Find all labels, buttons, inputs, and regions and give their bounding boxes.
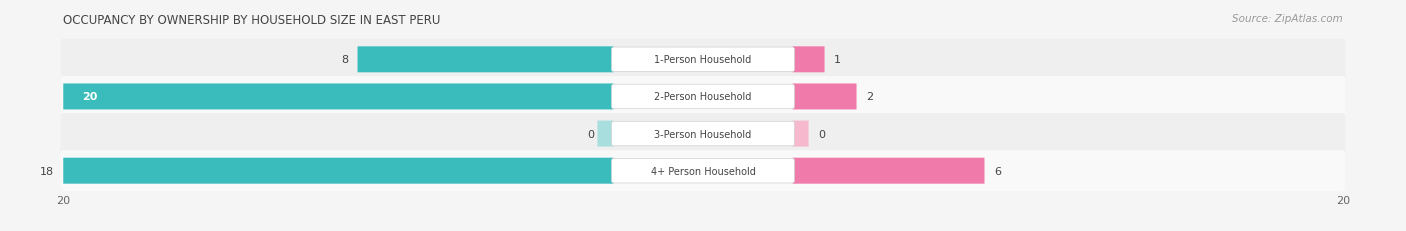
Text: 2-Person Household: 2-Person Household <box>654 92 752 102</box>
FancyBboxPatch shape <box>612 48 794 72</box>
FancyBboxPatch shape <box>60 151 1346 191</box>
Text: OCCUPANCY BY OWNERSHIP BY HOUSEHOLD SIZE IN EAST PERU: OCCUPANCY BY OWNERSHIP BY HOUSEHOLD SIZE… <box>63 14 440 27</box>
FancyBboxPatch shape <box>793 158 984 184</box>
Text: 6: 6 <box>994 166 1001 176</box>
FancyBboxPatch shape <box>357 47 613 73</box>
FancyBboxPatch shape <box>63 84 613 110</box>
Text: 0: 0 <box>818 129 825 139</box>
Text: 8: 8 <box>340 55 347 65</box>
FancyBboxPatch shape <box>60 77 1346 117</box>
Text: 1-Person Household: 1-Person Household <box>654 55 752 65</box>
FancyBboxPatch shape <box>612 85 794 109</box>
FancyBboxPatch shape <box>612 159 794 183</box>
FancyBboxPatch shape <box>598 121 613 147</box>
Text: 4+ Person Household: 4+ Person Household <box>651 166 755 176</box>
FancyBboxPatch shape <box>612 122 794 146</box>
Text: 20: 20 <box>1336 195 1350 205</box>
Text: 3-Person Household: 3-Person Household <box>654 129 752 139</box>
Text: 0: 0 <box>588 129 595 139</box>
Text: 18: 18 <box>39 166 53 176</box>
Text: 20: 20 <box>83 92 98 102</box>
FancyBboxPatch shape <box>793 47 824 73</box>
Text: 1: 1 <box>834 55 841 65</box>
Text: 20: 20 <box>56 195 70 205</box>
Text: 2: 2 <box>866 92 873 102</box>
FancyBboxPatch shape <box>63 158 613 184</box>
Text: Source: ZipAtlas.com: Source: ZipAtlas.com <box>1232 14 1343 24</box>
FancyBboxPatch shape <box>60 40 1346 80</box>
FancyBboxPatch shape <box>793 121 808 147</box>
FancyBboxPatch shape <box>793 84 856 110</box>
FancyBboxPatch shape <box>60 114 1346 154</box>
